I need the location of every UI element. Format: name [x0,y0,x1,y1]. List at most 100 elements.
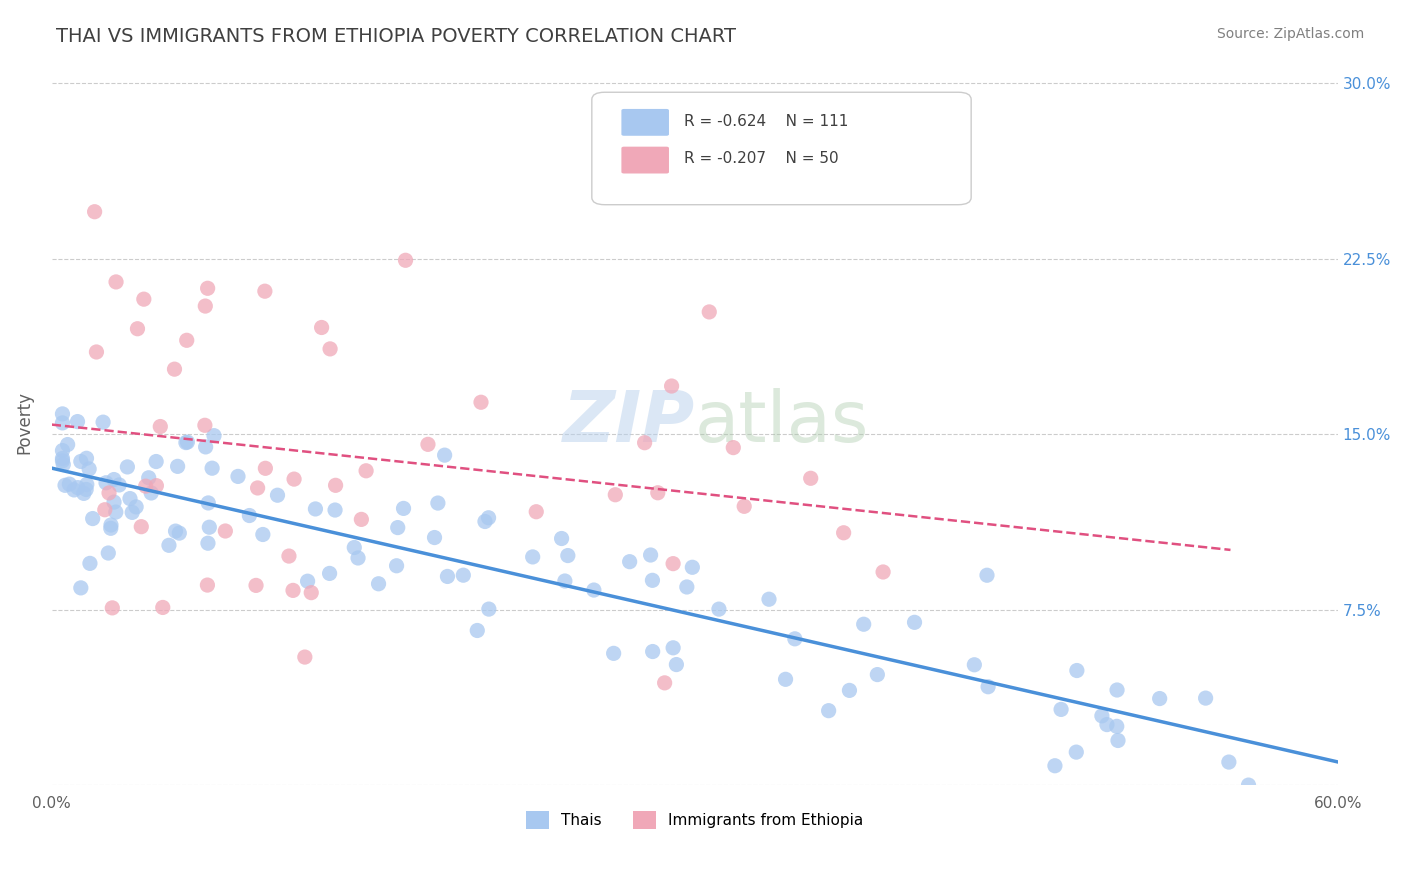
Point [194,299,217,313]
Point [350,512,373,526]
Point [118,491,141,506]
Point [654,676,676,690]
Point [174,435,197,450]
Legend: Thais, Immigrants from Ethiopia: Thais, Immigrants from Ethiopia [520,805,869,836]
Point [963,657,986,672]
Point [640,548,662,562]
Point [1064,745,1087,759]
Point [866,667,889,681]
Point [79,557,101,571]
Point [758,592,780,607]
Point [51,454,73,468]
Point [602,646,624,660]
Point [647,485,669,500]
Point [783,632,806,646]
Point [1194,691,1216,706]
Point [97,546,120,560]
Point [53,478,76,492]
Text: ZIP: ZIP [562,388,695,457]
Point [470,395,492,409]
Point [129,519,152,533]
Point [524,505,547,519]
Point [436,569,458,583]
Point [132,292,155,306]
Point [103,495,125,509]
Point [641,574,664,588]
Point [800,471,823,485]
Point [676,580,699,594]
Point [145,454,167,468]
Point [94,475,117,490]
Point [318,566,340,581]
Text: R = -0.624    N = 111: R = -0.624 N = 111 [685,114,849,128]
Point [56,437,79,451]
Point [852,617,875,632]
Point [76,477,98,491]
Point [1218,755,1240,769]
Point [51,407,73,421]
Point [347,551,370,566]
Point [63,483,86,497]
Text: R = -0.207    N = 50: R = -0.207 N = 50 [685,152,839,167]
Point [169,526,191,541]
FancyBboxPatch shape [592,92,972,204]
Point [197,496,219,510]
Point [633,435,655,450]
Point [127,322,149,336]
Point [103,473,125,487]
Point [433,448,456,462]
Point [474,515,496,529]
Point [104,505,127,519]
Point [1066,664,1088,678]
Point [58,477,80,491]
Point [226,469,249,483]
Point [550,532,572,546]
Point [477,510,499,524]
Point [166,459,188,474]
Point [522,549,544,564]
Point [194,418,217,433]
Point [661,379,683,393]
FancyBboxPatch shape [621,109,669,136]
Point [838,683,860,698]
Point [662,557,685,571]
Point [416,437,439,451]
Point [165,524,187,538]
Point [385,558,408,573]
Point [149,419,172,434]
Point [283,472,305,486]
Point [145,478,167,492]
Point [108,478,131,492]
Point [354,464,377,478]
Point [775,673,797,687]
Point [157,538,180,552]
Point [343,541,366,555]
Point [152,600,174,615]
Point [697,305,720,319]
Point [872,565,894,579]
Point [121,505,143,519]
Point [69,454,91,468]
Point [201,461,224,475]
Point [83,204,105,219]
Point [51,451,73,466]
Point [554,574,576,588]
Point [707,602,730,616]
Point [423,531,446,545]
Point [681,560,703,574]
Point [605,488,627,502]
Point [125,500,148,514]
Point [723,441,745,455]
Point [1043,758,1066,772]
Point [238,508,260,523]
Point [266,488,288,502]
Point [254,461,277,475]
Point [387,520,409,534]
Point [1050,702,1073,716]
Point [976,568,998,582]
Point [100,518,122,533]
Point [66,481,89,495]
Point [367,576,389,591]
Point [69,581,91,595]
Point [66,415,89,429]
